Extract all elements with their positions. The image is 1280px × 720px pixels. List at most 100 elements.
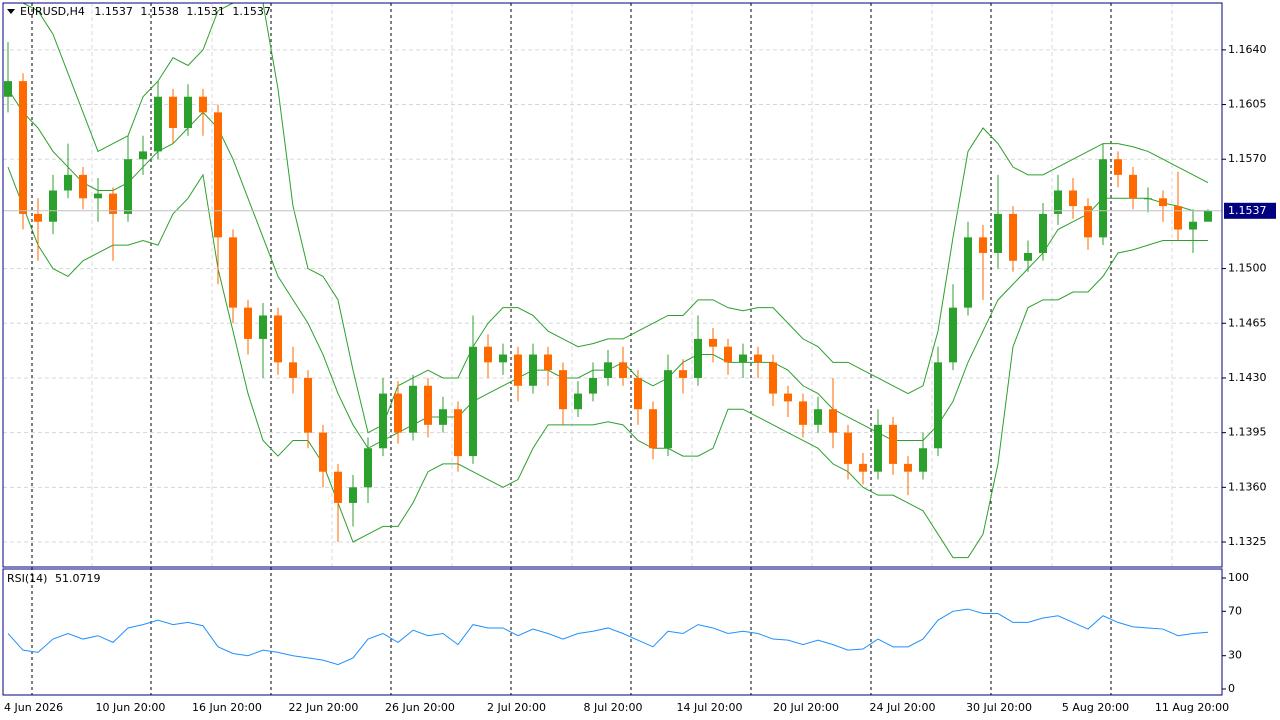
- candle-body: [844, 432, 852, 464]
- rsi-value: 51.0719: [55, 572, 101, 585]
- candle-body: [1054, 190, 1062, 214]
- candle-body: [244, 307, 252, 339]
- candle-body: [619, 362, 627, 378]
- candle-body: [574, 393, 582, 410]
- axes: 1.1640 1.1605 1.1570 1.1500 1.1465 1.1430 1.13…: [3, 43, 1276, 714]
- header-high: 1.1538: [140, 5, 179, 18]
- candle-body: [679, 370, 687, 378]
- x-tick-label: 10 Jun 20:00: [96, 701, 166, 714]
- x-tick-label: 4 Jun 2026: [4, 701, 63, 714]
- candle-body: [379, 393, 387, 449]
- candle-body: [154, 96, 162, 152]
- current-price-label: 1.1537: [1228, 204, 1267, 217]
- x-tick-label: 26 Jun 20:00: [385, 701, 455, 714]
- rsi-tick-label: 100: [1228, 571, 1249, 584]
- y-tick-label: 1.1395: [1228, 426, 1267, 439]
- rsi-line: [7, 608, 1209, 666]
- candle-body: [259, 315, 267, 339]
- x-tick-label: 16 Jun 20:00: [192, 701, 262, 714]
- y-tick-label: 1.1430: [1228, 371, 1267, 384]
- candle-body: [529, 354, 537, 386]
- candle-body: [1099, 159, 1107, 238]
- y-tick-label: 1.1605: [1228, 98, 1267, 111]
- candle-body: [439, 409, 447, 425]
- x-tick-label: 24 Jul 20:00: [870, 701, 936, 714]
- rsi-tick-label: 30: [1228, 649, 1242, 662]
- candle-body: [979, 237, 987, 253]
- rsi-tick-label: 0: [1228, 682, 1235, 695]
- rsi-tick-label: 70: [1228, 604, 1242, 617]
- x-tick-label: 20 Jul 20:00: [773, 701, 839, 714]
- candle-body: [1144, 198, 1152, 200]
- candle-body: [64, 174, 72, 191]
- price-panel: [4, 3, 1212, 559]
- candle-body: [184, 96, 192, 128]
- y-tick-label: 1.1325: [1228, 535, 1267, 548]
- bollinger-upper: [8, 3, 1209, 434]
- candle-body: [319, 432, 327, 472]
- y-tick-label: 1.1570: [1228, 152, 1267, 165]
- candle-body: [889, 424, 897, 464]
- y-tick-label: 1.1640: [1228, 43, 1267, 56]
- x-tick-label: 5 Aug 20:00: [1062, 701, 1129, 714]
- candle-body: [4, 81, 12, 97]
- bollinger-lower: [7, 166, 1208, 559]
- x-tick-label: 8 Jul 20:00: [584, 701, 643, 714]
- candle-body: [349, 487, 357, 503]
- candle-body: [169, 96, 177, 128]
- candle-body: [1129, 174, 1137, 199]
- candle-body: [199, 96, 207, 113]
- separators: [31, 3, 1112, 695]
- candle-body: [139, 151, 147, 160]
- candle-body: [1159, 198, 1167, 207]
- candle-body: [1069, 190, 1077, 207]
- header-open: 1.1537: [94, 5, 133, 18]
- candle-body: [724, 346, 732, 363]
- candle-body: [79, 174, 87, 199]
- candle-body: [1024, 252, 1032, 261]
- candle-body: [904, 463, 912, 472]
- candle-body: [634, 377, 642, 410]
- candle-body: [649, 409, 657, 449]
- candle-body: [589, 377, 597, 394]
- candle-body: [739, 354, 747, 363]
- candle-body: [484, 346, 492, 363]
- candle-body: [814, 409, 822, 425]
- candle-body: [964, 237, 972, 308]
- candle-body: [1084, 206, 1092, 238]
- x-tick-label: 30 Jul 20:00: [966, 701, 1032, 714]
- candle-body: [1174, 206, 1182, 230]
- current-price-box: [1224, 202, 1276, 219]
- candle-body: [949, 307, 957, 363]
- candle-body: [559, 370, 567, 410]
- price-frame: [2, 2, 1223, 568]
- candle-body: [544, 354, 552, 371]
- candle-body: [1189, 221, 1197, 230]
- menu-triangle[interactable]: [7, 9, 15, 14]
- candle-body: [514, 354, 522, 386]
- y-tick-label: 1.1360: [1228, 480, 1267, 493]
- candle-body: [19, 81, 27, 214]
- candle-body: [769, 362, 777, 394]
- rsi-label: RSI(14): [7, 572, 47, 585]
- candle-body: [49, 190, 57, 222]
- x-tick-label: 14 Jul 20:00: [677, 701, 743, 714]
- candle-body: [214, 112, 222, 238]
- candle-body: [364, 448, 372, 488]
- candle-body: [994, 213, 1002, 253]
- candle-body: [454, 409, 462, 457]
- candle-body: [784, 393, 792, 402]
- candle-body: [94, 193, 102, 199]
- candle-body: [109, 193, 117, 214]
- candle-body: [694, 338, 702, 378]
- candle-body: [394, 393, 402, 433]
- candle-body: [289, 362, 297, 378]
- candle-body: [304, 377, 312, 433]
- candle-body: [919, 448, 927, 472]
- candle-body: [1114, 159, 1122, 175]
- header-low: 1.1531: [186, 5, 225, 18]
- candle-body: [424, 385, 432, 425]
- symbol: EURUSD,H4: [20, 5, 85, 18]
- candle-body: [469, 346, 477, 457]
